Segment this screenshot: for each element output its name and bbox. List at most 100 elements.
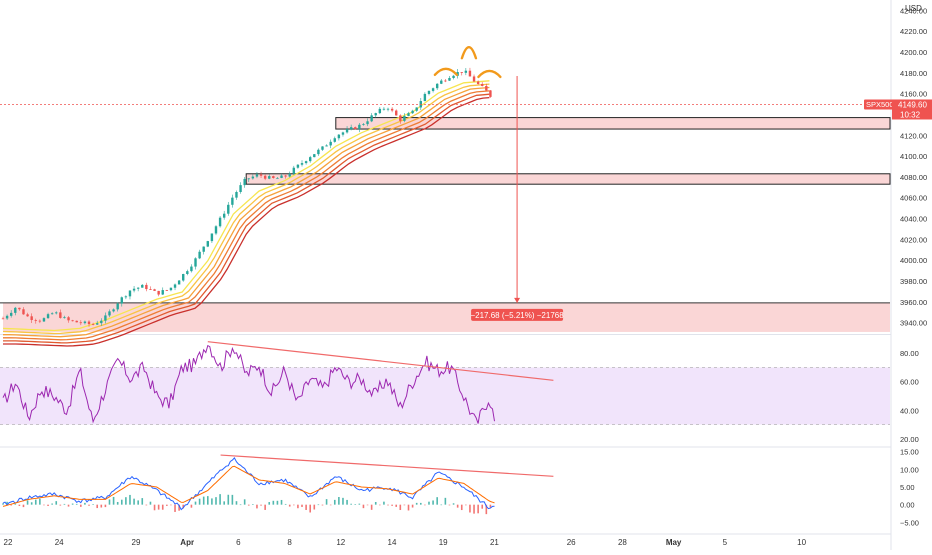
candle-body [341, 132, 345, 135]
macd-histogram-bar [84, 502, 86, 505]
price-tick-label: 4200.00 [900, 48, 927, 57]
candle-body [153, 289, 156, 291]
time-tick-label: 12 [336, 538, 345, 547]
macd-histogram-bar [284, 503, 287, 505]
macd-histogram-bar [342, 497, 344, 505]
candle-body [280, 175, 283, 178]
macd-histogram-bar [88, 504, 90, 506]
candle-body [333, 138, 336, 142]
time-tick-label: 14 [388, 538, 397, 547]
price-tick-label: 4160.00 [900, 90, 927, 99]
last-price-tag: SPX500 4149.60 10:32 [864, 99, 932, 120]
candle-body [177, 280, 181, 285]
macd-histogram-bar [383, 501, 385, 505]
macd-histogram-bar [30, 502, 33, 505]
candle-body [337, 134, 341, 139]
candle-body [395, 110, 398, 116]
macd-histogram-bar [403, 504, 406, 506]
candle-body [399, 115, 402, 121]
macd-line [2, 457, 495, 511]
macd-axis[interactable]: −5.00 0.00 5.00 10.00 15.00 [900, 448, 919, 528]
candle-body [284, 175, 287, 177]
price-tick-label: 3960.00 [900, 298, 927, 307]
countdown-value: 10:32 [900, 110, 921, 119]
zone-box [3, 302, 890, 332]
candle-body [239, 185, 242, 192]
macd-histogram-bar [247, 504, 250, 506]
candle-body [1, 318, 5, 320]
macd-histogram-bar [202, 496, 205, 505]
candle-body [186, 271, 189, 275]
macd-histogram-bar [424, 504, 426, 506]
candle-body [440, 80, 443, 84]
macd-histogram-bar [47, 504, 49, 506]
macd-histogram-bar [198, 498, 201, 505]
price-tag-box [892, 99, 932, 120]
candle-body [157, 290, 160, 295]
macd-tick-label: 10.00 [900, 465, 919, 474]
candle-body [423, 93, 427, 102]
macd-histogram-bar [465, 504, 467, 506]
support-resistance-zones[interactable] [0, 117, 891, 332]
price-axis[interactable]: 3940.00 3960.00 3980.00 4000.00 4020.00 4040.… [900, 6, 927, 327]
time-tick-label: 6 [236, 538, 241, 547]
macd-histogram-bar [104, 504, 107, 508]
left-shoulder-arc [433, 67, 459, 77]
candle-body [247, 178, 250, 180]
macd-histogram-bar [264, 504, 266, 510]
macd-histogram-bar [272, 500, 275, 505]
head-and-shoulders-marker [433, 45, 502, 79]
candle-body [100, 320, 103, 324]
ema-line [3, 90, 490, 341]
price-tick-label: 4080.00 [900, 173, 927, 182]
symbol-tag [864, 99, 894, 110]
rsi-tick-label: 80.00 [900, 349, 919, 358]
macd-histogram-bar [489, 504, 492, 508]
candle-body [464, 70, 468, 73]
macd-histogram-bar [276, 500, 279, 505]
zone-box [335, 117, 891, 130]
currency-label: USD [905, 4, 922, 13]
price-tag-value: 4149.60 [898, 100, 927, 109]
macd-histogram-bar [370, 504, 373, 510]
macd-histogram-bar [395, 504, 398, 507]
macd-histogram-bar [305, 504, 307, 510]
candle-body [255, 174, 259, 177]
macd-histogram-bar [18, 504, 21, 506]
macd-histogram-bar [313, 504, 316, 510]
candle-body [169, 287, 173, 291]
candle-body [42, 318, 46, 322]
time-axis[interactable]: 22 24 29 Apr 6 8 12 14 19 21 26 28 May 5 10 [4, 538, 807, 547]
time-tick-label: 10 [797, 538, 806, 547]
rsi-axis[interactable]: 20.00 40.00 60.00 80.00 [900, 349, 919, 444]
zone-box [245, 173, 891, 185]
rsi-indicator [0, 341, 890, 425]
macd-histogram-bar [133, 498, 135, 505]
rsi-band [0, 367, 890, 425]
candle-body [108, 311, 111, 316]
macd-histogram-bar [260, 504, 262, 506]
measure-projection[interactable]: −217.68 (−5.21%) −21768 [470, 75, 564, 321]
macd-histogram-bar [469, 504, 471, 513]
candle-body [63, 317, 66, 319]
time-tick-label: 8 [287, 538, 292, 547]
candle-body [83, 321, 87, 324]
time-tick-label: May [666, 538, 682, 547]
macd-histogram-bar [92, 504, 94, 505]
rsi-tick-label: 40.00 [900, 406, 919, 415]
macd-tick-label: −5.00 [900, 518, 919, 527]
candle-body [251, 176, 255, 179]
candle-body [382, 108, 386, 110]
candle-body [79, 322, 83, 324]
price-tick-label: 4060.00 [900, 194, 927, 203]
macd-histogram-bar [10, 504, 12, 506]
macd-histogram-bar [407, 504, 410, 511]
macd-histogram-bar [51, 503, 53, 505]
measure-badge [471, 308, 564, 321]
candle-body [136, 287, 140, 289]
candle-body [444, 80, 447, 82]
macd-histogram-bar [243, 499, 246, 505]
macd-histogram-bar [346, 499, 348, 505]
